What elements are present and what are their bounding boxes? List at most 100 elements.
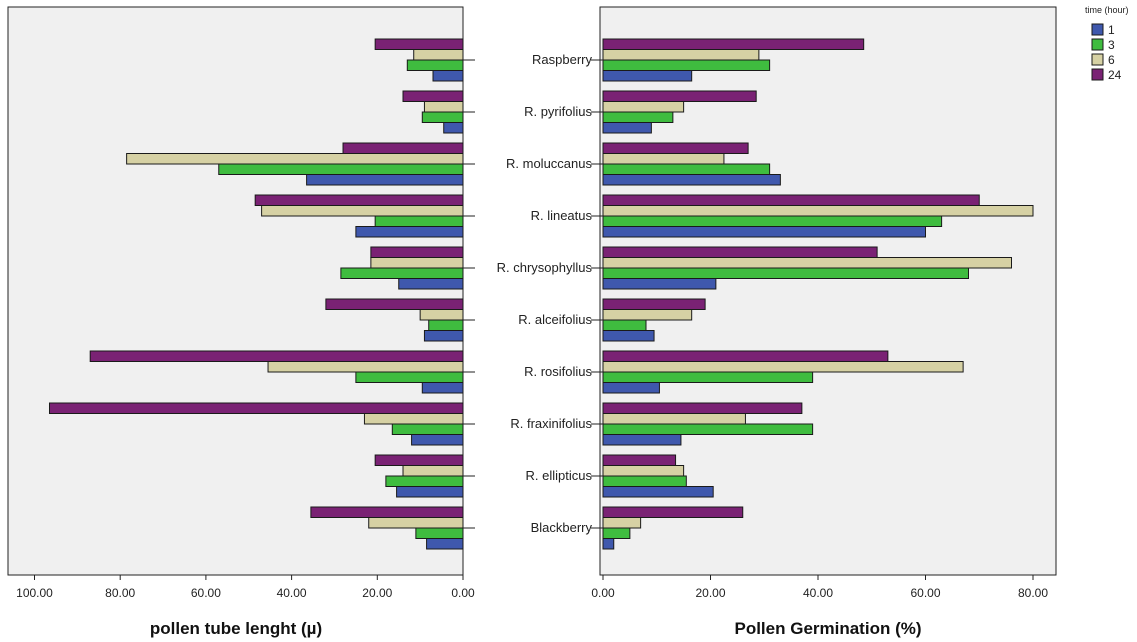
bar	[261, 205, 464, 217]
x-tick-label: 60.00	[191, 586, 221, 600]
category-label: R. lineatus	[531, 208, 593, 223]
x-tick-label: 40.00	[803, 586, 833, 600]
bar	[411, 434, 464, 446]
x-tick-label: 80.00	[1018, 586, 1048, 600]
x-tick-label: 20.00	[695, 586, 725, 600]
bar	[602, 527, 631, 539]
category-label: R. alceifolius	[518, 312, 592, 327]
bar	[398, 278, 464, 290]
bar	[306, 174, 464, 186]
bar	[432, 70, 464, 82]
legend-swatch	[1091, 53, 1104, 66]
bar	[426, 538, 464, 550]
x-tick-label: 80.00	[105, 586, 135, 600]
pollen-germination-panel: 0.00 20.00 40.00 60.00 80.00	[591, 6, 1057, 600]
bar	[370, 257, 464, 269]
bar	[254, 194, 464, 206]
bar	[415, 527, 464, 539]
bar	[602, 506, 744, 518]
category-labels: Raspberry R. pyrifolius R. moluccanus R. li…	[497, 52, 593, 535]
bar	[602, 59, 771, 71]
bar	[419, 309, 464, 321]
bar	[602, 174, 781, 186]
bar	[602, 226, 926, 238]
legend-swatch	[1091, 23, 1104, 36]
bar	[48, 402, 464, 414]
bar	[374, 38, 464, 50]
bar	[355, 371, 464, 383]
bar	[396, 486, 464, 498]
category-label: R. fraxinifolius	[510, 416, 592, 431]
bar	[310, 506, 464, 518]
bar	[428, 319, 464, 331]
x-tick-label: 100.00	[16, 586, 53, 600]
bar	[423, 101, 464, 113]
bar	[391, 423, 464, 435]
legend-label: 1	[1108, 23, 1115, 37]
bar	[402, 90, 464, 102]
bar	[421, 382, 464, 394]
legend-label: 6	[1108, 53, 1115, 67]
bar	[602, 454, 677, 466]
legend-title: time (hour)	[1085, 5, 1129, 15]
bar	[602, 38, 865, 50]
bar	[602, 257, 1012, 269]
bar	[363, 413, 464, 425]
legend-label: 24	[1108, 68, 1122, 82]
legend-label: 3	[1108, 38, 1115, 52]
x-tick-label: 60.00	[910, 586, 940, 600]
bar	[602, 246, 878, 258]
bar	[385, 475, 464, 487]
bar	[602, 142, 749, 154]
bar	[423, 330, 464, 342]
bar	[370, 246, 464, 258]
bar	[602, 319, 647, 331]
bar	[602, 350, 889, 362]
bar	[602, 423, 814, 435]
bar	[602, 486, 714, 498]
bar	[368, 517, 464, 529]
category-label: R. moluccanus	[506, 156, 592, 171]
bar	[602, 402, 803, 414]
bar	[413, 49, 464, 61]
bar	[602, 163, 771, 175]
bar	[602, 215, 943, 227]
legend-swatch	[1091, 38, 1104, 51]
bar	[602, 205, 1034, 217]
x-tick-label: 20.00	[362, 586, 392, 600]
bar	[374, 454, 464, 466]
bar	[602, 101, 685, 113]
bar	[421, 111, 464, 123]
bar	[602, 267, 969, 279]
bar	[602, 278, 717, 290]
bar	[602, 413, 746, 425]
bar	[602, 309, 693, 321]
bar	[89, 350, 464, 362]
category-label: R. pyrifolius	[524, 104, 592, 119]
bar	[267, 361, 464, 373]
bar	[602, 153, 725, 165]
bar	[602, 111, 674, 123]
category-label: R. rosifolius	[524, 364, 592, 379]
bar	[342, 142, 464, 154]
bar	[602, 194, 980, 206]
bar	[602, 517, 642, 529]
bar	[602, 382, 660, 394]
plot-area	[7, 6, 464, 576]
x-tick-label: 0.00	[591, 586, 615, 600]
bar	[355, 226, 464, 238]
category-label: R. ellipticus	[526, 468, 593, 483]
bar	[602, 90, 757, 102]
bar	[325, 298, 464, 310]
bar	[126, 153, 464, 165]
bar	[340, 267, 464, 279]
bar	[602, 49, 760, 61]
left-x-axis-title: pollen tube lenght (µ)	[150, 619, 322, 638]
category-label: Blackberry	[531, 520, 593, 535]
bar	[374, 215, 464, 227]
x-tick-label: 40.00	[277, 586, 307, 600]
category-label: R. chrysophyllus	[497, 260, 593, 275]
bar	[602, 330, 655, 342]
